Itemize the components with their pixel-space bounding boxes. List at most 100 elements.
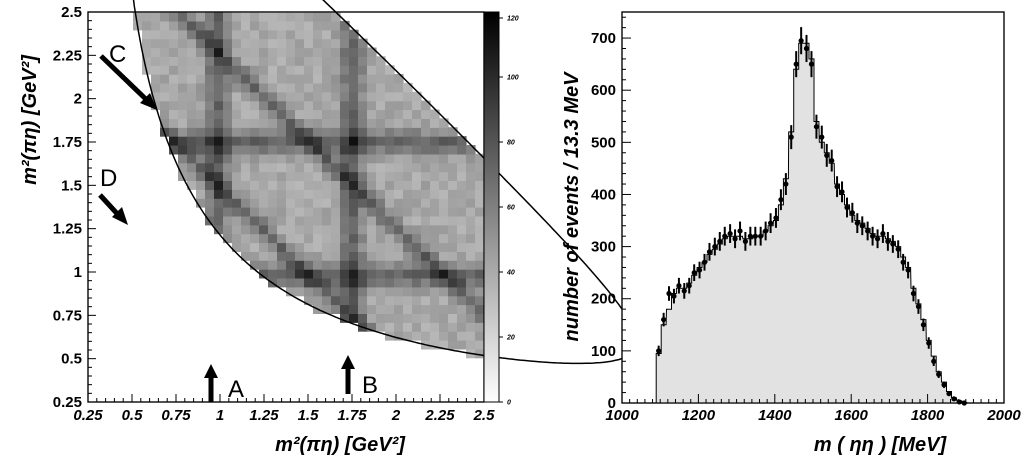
heatmap-cell (376, 277, 386, 288)
heatmap-cell (367, 65, 377, 75)
heatmap-cell (295, 29, 305, 40)
heatmap-cell (304, 260, 314, 270)
heatmap-cell (313, 242, 323, 252)
heatmap-cell (205, 127, 215, 137)
heatmap-cell (331, 47, 341, 57)
heatmap-cell (331, 260, 341, 270)
heatmap-cell (385, 198, 395, 208)
heatmap-cell (142, 20, 152, 31)
heatmap-cell (322, 100, 332, 111)
heatmap-cell (250, 198, 260, 208)
heatmap-cell (304, 153, 314, 164)
heatmap-cell (430, 118, 440, 128)
heatmap-cell (214, 153, 224, 164)
heatmap-cell (367, 215, 377, 226)
heatmap-cell (286, 286, 296, 297)
data-point (895, 246, 901, 252)
heatmap-cell (241, 91, 251, 102)
heatmap-cell (430, 340, 440, 350)
heatmap-cell (322, 269, 332, 279)
spectrum-x-label: m ( ηη ) [MeV] (814, 434, 948, 456)
heatmap-cell (286, 251, 296, 261)
heatmap-cell (304, 118, 314, 128)
heatmap-cell (286, 242, 296, 252)
arrow-c (99, 54, 154, 107)
heatmap-cell (169, 127, 179, 137)
data-point (865, 228, 871, 234)
heatmap-cell (376, 153, 386, 164)
heatmap-cell (439, 215, 449, 226)
heatmap-cell (439, 322, 449, 332)
heatmap-cell (160, 118, 170, 128)
heatmap-cell (403, 313, 413, 323)
heatmap-cell (313, 286, 323, 297)
heatmap-cell (412, 91, 422, 102)
heatmap-cell (187, 162, 197, 173)
heatmap-cell (412, 269, 422, 279)
heatmap-cell (178, 136, 188, 146)
heatmap-cell (349, 269, 359, 279)
heatmap-cell (178, 20, 188, 31)
heatmap-cell (313, 180, 323, 190)
heatmap-cell (232, 109, 242, 119)
heatmap-cell (259, 29, 269, 40)
heatmap-cell (196, 118, 206, 128)
heatmap-cell (412, 171, 422, 181)
heatmap-cell (403, 180, 413, 190)
heatmap-cell (259, 180, 269, 190)
heatmap-cell (259, 56, 269, 66)
data-point (885, 238, 891, 244)
heatmap-cell (358, 47, 368, 57)
y-tick-label: 100 (591, 343, 616, 360)
heatmap-cell (358, 171, 368, 181)
heatmap-cell (151, 20, 161, 31)
heatmap-cell (313, 127, 323, 137)
heatmap-cell (196, 12, 206, 22)
heatmap-cell (331, 242, 341, 252)
heatmap-cell (340, 224, 350, 235)
arrow-d-head (112, 207, 128, 225)
heatmap-cell (367, 118, 377, 128)
heatmap-cell (322, 74, 332, 84)
heatmap-cell (313, 12, 323, 22)
heatmap-cell (457, 277, 467, 288)
data-point (956, 399, 962, 405)
heatmap-cell (358, 118, 368, 128)
data-point (793, 61, 799, 67)
heatmap-cell (331, 145, 341, 155)
heatmap-cell (232, 198, 242, 208)
heatmap-cell (394, 127, 404, 137)
heatmap-cell (286, 47, 296, 57)
heatmap-cell (412, 109, 422, 119)
heatmap-cell (421, 127, 431, 137)
heatmap-cell (250, 136, 260, 146)
heatmap-cell (250, 242, 260, 252)
heatmap-cell (277, 65, 287, 75)
x-tick-label: 2000 (986, 407, 1021, 424)
heatmap-cell (169, 12, 179, 22)
heatmap-cell (169, 100, 179, 111)
heatmap-cell (403, 189, 413, 199)
data-point (773, 215, 779, 221)
heatmap-cell (367, 304, 377, 314)
heatmap-cell (412, 242, 422, 252)
heatmap-cell (250, 38, 260, 49)
heatmap-cell (331, 162, 341, 173)
heatmap-cell (268, 207, 278, 217)
y-tick-label: 1.25 (53, 221, 82, 238)
x-tick-label: 1200 (682, 407, 716, 424)
dalitz-y-ticks: 0.25 0.5 0.75 1 1.25 1.5 1.75 2 2.25 2.5 (53, 4, 96, 411)
heatmap-cell (430, 171, 440, 181)
arrow-a-head (204, 364, 218, 378)
heatmap-cell (286, 269, 296, 279)
heatmap-cell (439, 331, 449, 341)
heatmap-cell (241, 198, 251, 208)
heatmap-cell (250, 145, 260, 155)
dalitz-x-label: m²(πη) [GeV²] (275, 434, 406, 456)
heatmap-cell (448, 162, 458, 173)
heatmap-cell (376, 162, 386, 173)
heatmap-cell (439, 136, 449, 146)
heatmap-cell (232, 12, 242, 22)
heatmap-cell (295, 82, 305, 93)
heatmap-cell (331, 295, 341, 306)
